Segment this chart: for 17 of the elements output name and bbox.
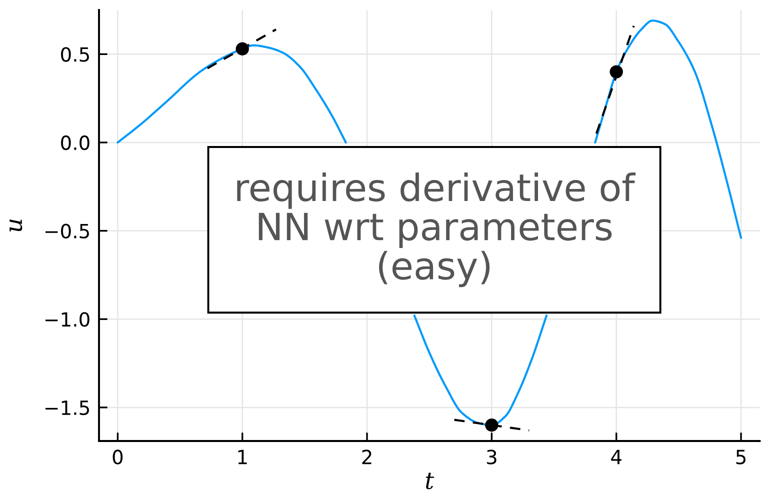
x-tick-label: 5 bbox=[736, 450, 746, 464]
point bbox=[485, 418, 498, 432]
y-axis-title: u bbox=[10, 220, 22, 232]
x-tick-label: 2 bbox=[362, 450, 372, 464]
y-tick-label: −1.0 bbox=[46, 312, 90, 327]
y-tick-label: −0.5 bbox=[46, 224, 89, 238]
y-tick-label: 0.0 bbox=[61, 135, 90, 150]
point bbox=[236, 42, 249, 56]
annotation: requires derivative of NN wrt parameters (easy) bbox=[237, 172, 636, 288]
x-tick-label: 0 bbox=[112, 450, 123, 464]
x-tick-label: 1 bbox=[238, 450, 247, 464]
point bbox=[610, 65, 623, 78]
y-tick-label: −1.5 bbox=[46, 400, 89, 416]
y-tick-label: 0.5 bbox=[61, 47, 89, 62]
x-tick-label: 3 bbox=[486, 450, 496, 464]
x-tick-label: 4 bbox=[611, 450, 622, 464]
x-axis-title: t bbox=[426, 472, 434, 490]
